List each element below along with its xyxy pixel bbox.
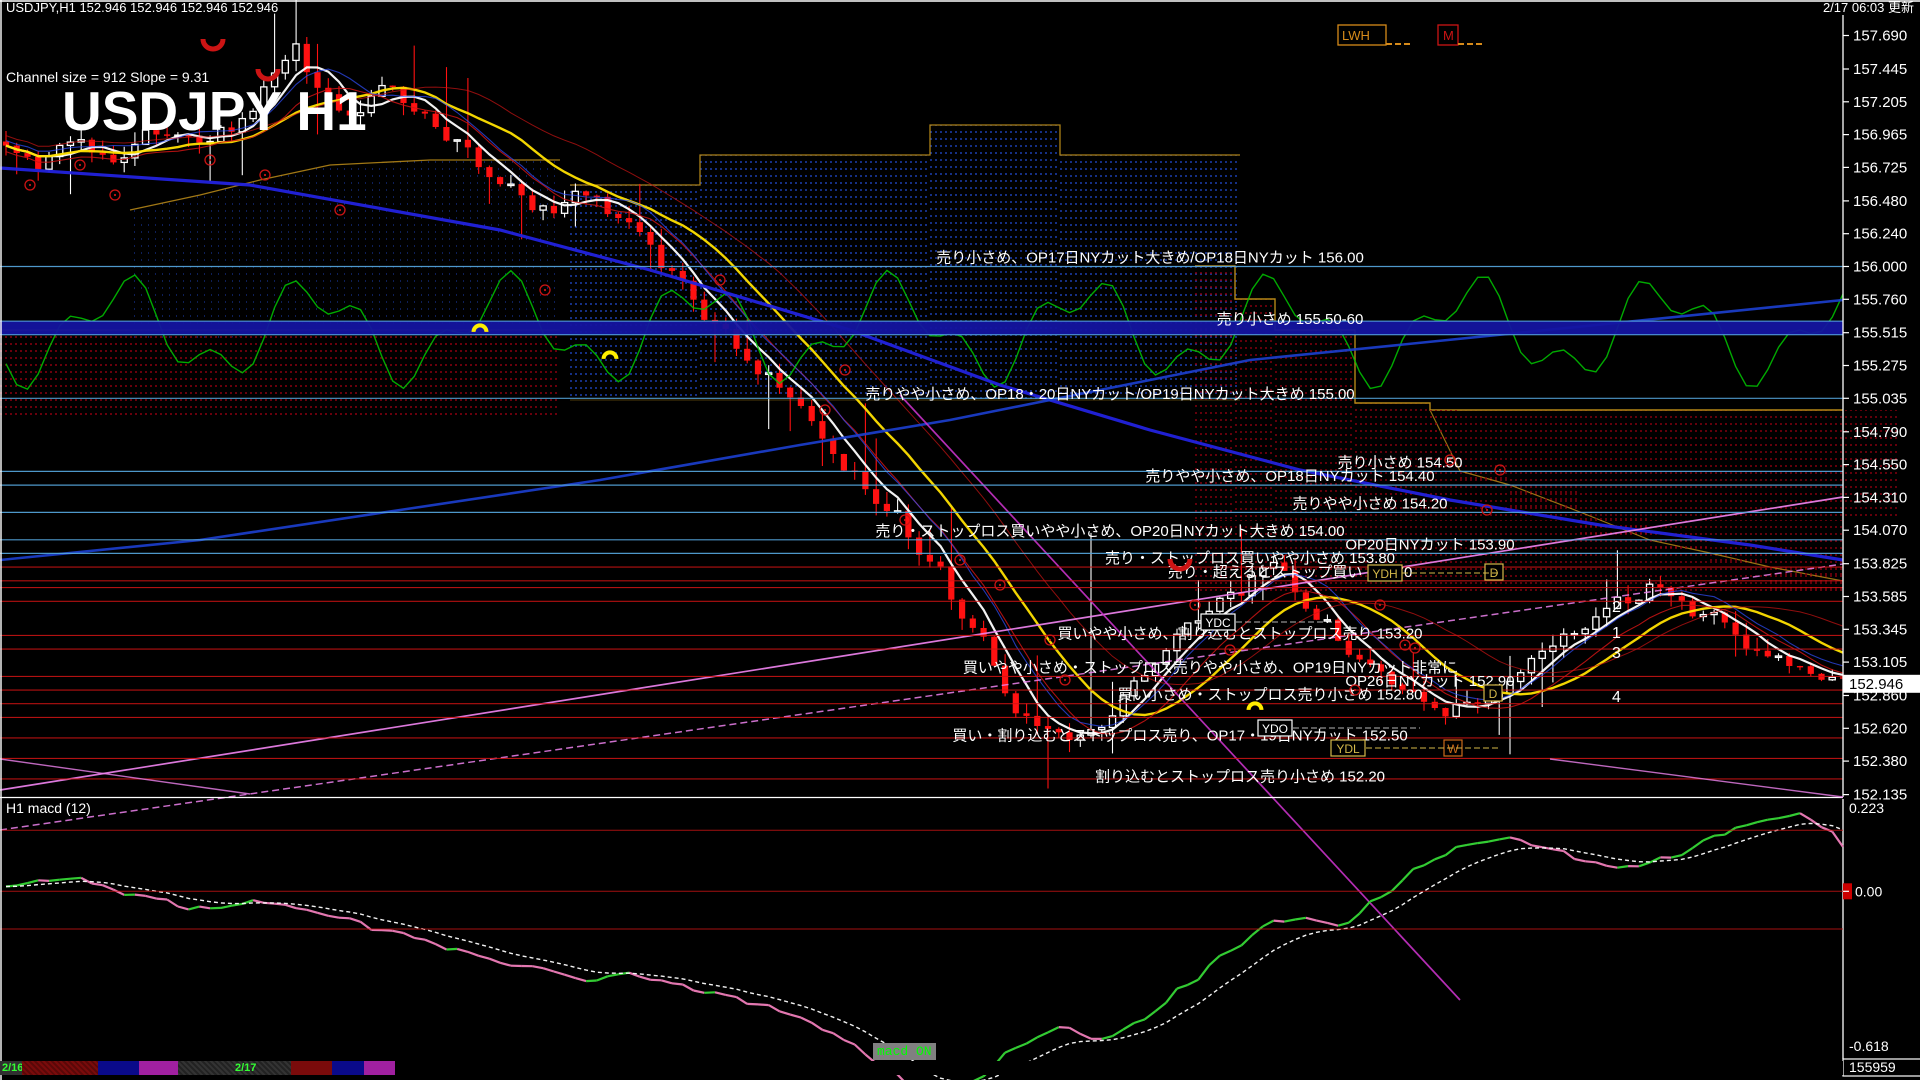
svg-text:3: 3 — [1612, 645, 1621, 662]
svg-text:売りやや小さめ 154.20: 売りやや小さめ 154.20 — [1292, 495, 1447, 512]
svg-text:売りやや小さめ、OP18日NYカット 154.40: 売りやや小さめ、OP18日NYカット 154.40 — [1145, 468, 1434, 485]
svg-text:156.240: 156.240 — [1853, 226, 1907, 243]
svg-text:154.550: 154.550 — [1853, 457, 1907, 474]
svg-text:YDC: YDC — [1205, 616, 1231, 630]
svg-text:-0.618: -0.618 — [1849, 1038, 1889, 1054]
svg-text:152.946: 152.946 — [1849, 676, 1903, 693]
svg-text:153.345: 153.345 — [1853, 621, 1907, 638]
svg-text:4: 4 — [1612, 689, 1621, 706]
svg-text:153.585: 153.585 — [1853, 589, 1907, 606]
svg-text:157.690: 157.690 — [1853, 28, 1907, 45]
svg-text:買いやや小さめ、割り込むとストップロス売り 153.20: 買いやや小さめ、割り込むとストップロス売り 153.20 — [1057, 625, 1422, 642]
svg-text:154.310: 154.310 — [1853, 489, 1907, 506]
svg-text:155.275: 155.275 — [1853, 358, 1907, 375]
svg-text:売り・ストップロス買いやや小さめ、OP20日NYカット大きめ: 売り・ストップロス買いやや小さめ、OP20日NYカット大きめ 154.00 — [875, 523, 1344, 540]
svg-text:152.380: 152.380 — [1853, 753, 1907, 770]
svg-text:USDJPY H1: USDJPY H1 — [62, 80, 367, 142]
svg-text:割り込むとストップロス売り小さめ 152.20: 割り込むとストップロス売り小さめ 152.20 — [1095, 769, 1385, 786]
svg-text:152.620: 152.620 — [1853, 720, 1907, 737]
svg-text:155959: 155959 — [1849, 1059, 1896, 1075]
svg-text:154.790: 154.790 — [1853, 424, 1907, 441]
svg-text:156.480: 156.480 — [1853, 193, 1907, 210]
svg-text:売り小さめ、OP17日NYカット大きめ/OP18日NYカット: 売り小さめ、OP17日NYカット大きめ/OP18日NYカット 156.00 — [936, 250, 1364, 267]
svg-text:157.445: 157.445 — [1853, 61, 1907, 78]
svg-text:156.965: 156.965 — [1853, 127, 1907, 144]
svg-text:0.00: 0.00 — [1855, 883, 1882, 899]
svg-text:M: M — [1443, 28, 1454, 43]
svg-text:157.205: 157.205 — [1853, 94, 1907, 111]
svg-text:1: 1 — [1612, 625, 1621, 642]
svg-text:H1 macd (12): H1 macd (12) — [6, 800, 91, 816]
svg-text:153.825: 153.825 — [1853, 556, 1907, 573]
svg-text:155.035: 155.035 — [1853, 390, 1907, 407]
svg-text:156.725: 156.725 — [1853, 159, 1907, 176]
svg-text:156.000: 156.000 — [1853, 259, 1907, 276]
svg-text:155.515: 155.515 — [1853, 325, 1907, 342]
svg-text:USDJPY,H1 152.946 152.946 152: USDJPY,H1 152.946 152.946 152.946 152.94… — [6, 0, 278, 15]
svg-text:153.105: 153.105 — [1853, 654, 1907, 671]
svg-text:YDH: YDH — [1372, 567, 1397, 581]
svg-text:LWH: LWH — [1342, 28, 1370, 43]
svg-text:売りやや小さめ、OP18・20日NYカット/OP19日NYカ: 売りやや小さめ、OP18・20日NYカット/OP19日NYカット大きめ 155.… — [865, 386, 1354, 403]
svg-text:0.223: 0.223 — [1849, 800, 1884, 816]
svg-text:買い小さめ・ストップロス売り小さめ 152.80: 買い小さめ・ストップロス売り小さめ 152.80 — [1117, 687, 1422, 704]
svg-text:売り小さめ 155.50-60: 売り小さめ 155.50-60 — [1217, 311, 1364, 328]
svg-text:YDO: YDO — [1262, 722, 1288, 736]
svg-text:D: D — [1489, 687, 1498, 701]
svg-text:2/17 06:03 更新: 2/17 06:03 更新 — [1823, 0, 1914, 15]
svg-text:2: 2 — [1612, 599, 1621, 616]
svg-text:154.070: 154.070 — [1853, 522, 1907, 539]
svg-text:155.760: 155.760 — [1853, 291, 1907, 308]
svg-text:YDL: YDL — [1336, 742, 1360, 756]
svg-text:W: W — [1447, 742, 1459, 756]
